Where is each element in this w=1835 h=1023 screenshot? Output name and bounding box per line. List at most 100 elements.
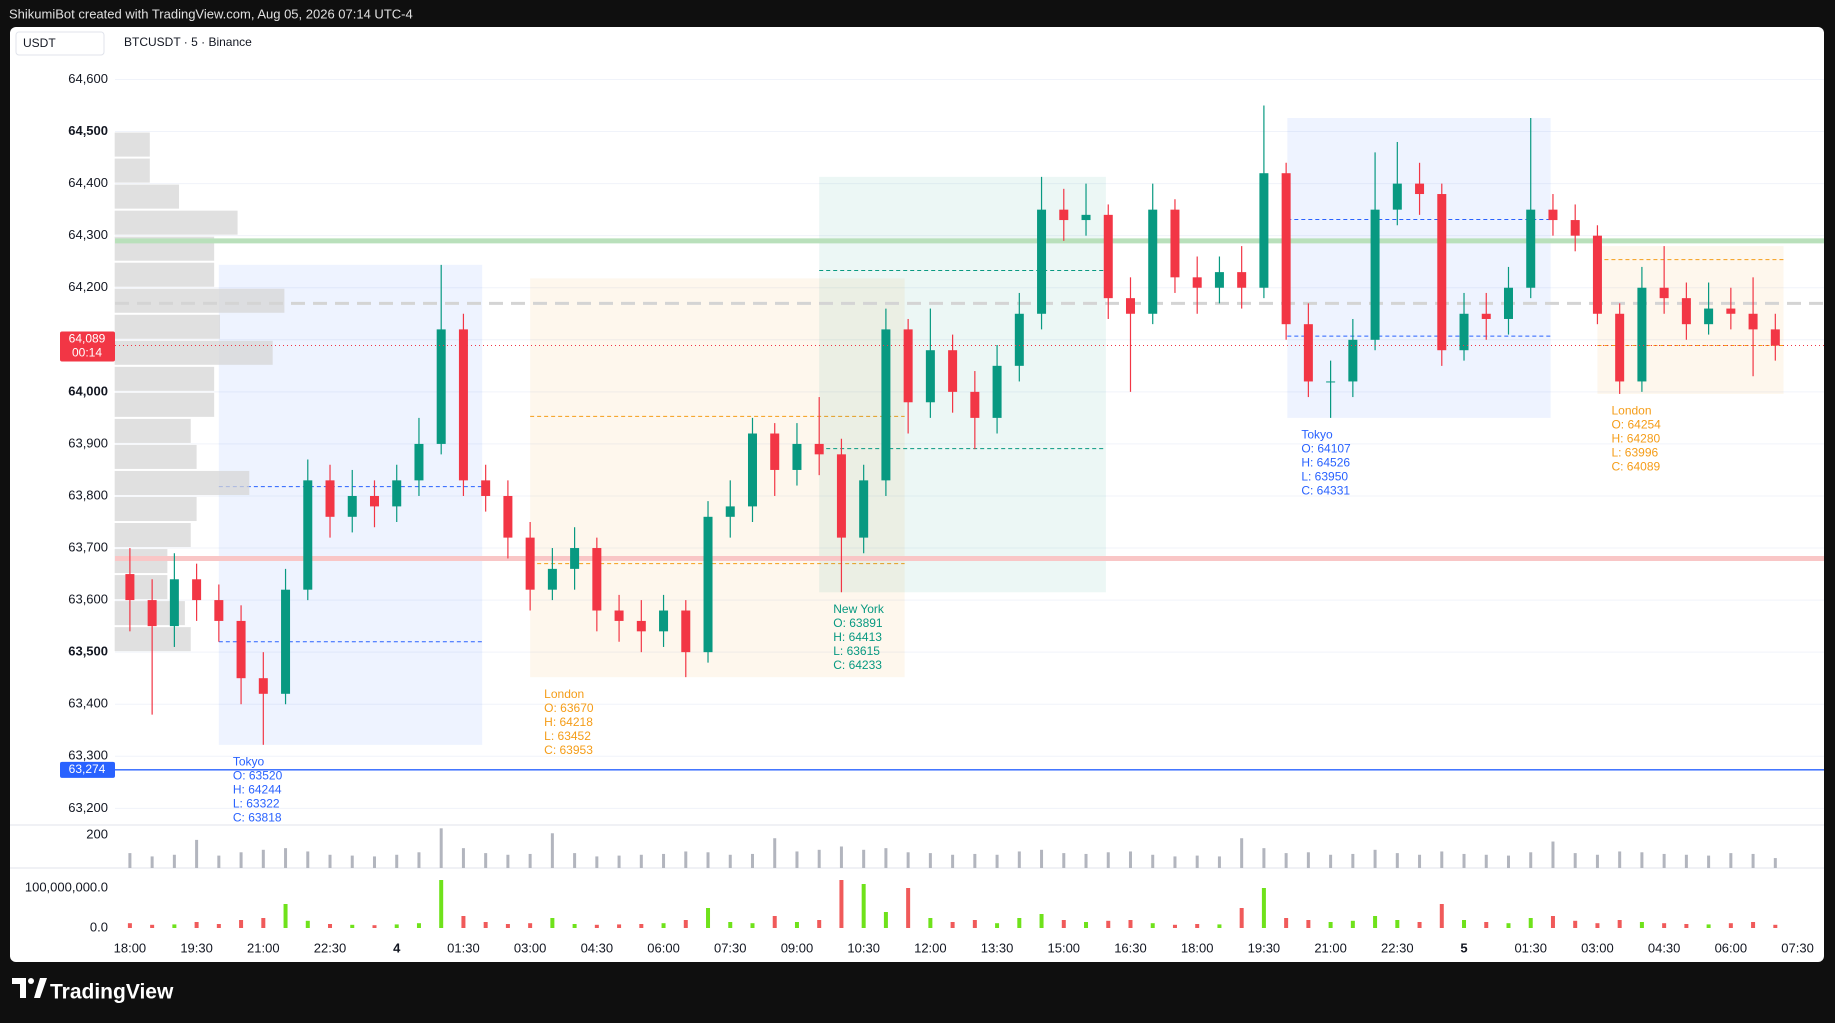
- currency[interactable]: USDT: [23, 36, 56, 50]
- quote-volume-bar: [305, 920, 310, 928]
- x-tick-label: 18:00: [1181, 940, 1214, 955]
- candle-body: [347, 495, 357, 517]
- volume-bar: [1551, 841, 1555, 868]
- y-tick-label: 64,500: [68, 123, 108, 138]
- quote-volume-bar: [416, 923, 421, 928]
- volume-bar: [795, 851, 799, 868]
- candle-body: [903, 329, 913, 403]
- x-tick-label: 07:30: [714, 940, 747, 955]
- quote-volume-tick-label: 100,000,000.0: [25, 879, 108, 894]
- y-tick-label: 63,500: [68, 644, 108, 659]
- quote-volume-bar: [239, 920, 244, 928]
- candle-body: [1437, 194, 1447, 351]
- session-name: New York: [833, 602, 885, 616]
- candle-body: [1037, 209, 1047, 314]
- chart-panel: [10, 27, 1824, 962]
- tradingview-logo: [12, 978, 47, 998]
- volume-bar: [1418, 854, 1422, 868]
- volume-profile-bar: [114, 158, 150, 183]
- volume-bar: [750, 853, 754, 868]
- candle-body: [948, 350, 958, 392]
- y-tick-label: 64,200: [68, 279, 108, 294]
- candle-body: [1259, 173, 1269, 288]
- volume-bar: [728, 854, 732, 868]
- volume-bar: [484, 853, 488, 868]
- volume-bar: [128, 853, 132, 868]
- price-line-tag: [60, 761, 115, 778]
- quote-volume-bar: [1017, 918, 1022, 928]
- volume-bar: [1106, 852, 1110, 868]
- x-tick-label: 19:30: [1248, 940, 1281, 955]
- quote-volume-bar: [1395, 920, 1400, 928]
- x-tick-label: 01:30: [1514, 940, 1547, 955]
- quote-volume-bar: [617, 924, 622, 928]
- volume-bar: [1773, 858, 1777, 868]
- candle-body: [1170, 209, 1180, 278]
- volume-bar: [439, 828, 443, 868]
- candle-body: [369, 495, 379, 507]
- logo-dot: [28, 978, 34, 984]
- session-ohlc: L: 63452: [544, 729, 591, 743]
- volume-bar: [995, 854, 999, 868]
- volume-bar: [261, 849, 265, 868]
- x-tick-label: 06:00: [1715, 940, 1748, 955]
- candle-body: [1214, 272, 1224, 288]
- x-tick-label: 04:30: [581, 940, 614, 955]
- candle-body: [1303, 324, 1313, 382]
- candle-body: [214, 600, 224, 621]
- candle-body: [414, 443, 424, 481]
- candle-body: [659, 610, 669, 632]
- quote-volume-bar: [1039, 914, 1044, 928]
- volume-bar: [550, 833, 554, 868]
- x-tick-label: 4: [393, 940, 401, 955]
- quote-volume-bar: [750, 923, 755, 928]
- volume-bar: [395, 854, 399, 868]
- candle-body: [1348, 339, 1358, 382]
- volume-profile-bar: [114, 288, 285, 313]
- candle-body: [1459, 313, 1469, 351]
- quote-volume-bar: [794, 922, 799, 928]
- volume-profile-bar: [114, 366, 215, 391]
- candle-body: [1615, 313, 1625, 382]
- quote-volume-bar: [1217, 924, 1222, 928]
- y-tick-label: 63,800: [68, 487, 108, 502]
- candle-body: [1370, 209, 1380, 340]
- quote-volume-bar: [706, 908, 711, 928]
- session-ohlc: C: 63953: [544, 743, 593, 757]
- quote-volume-bar: [1662, 923, 1667, 928]
- volume-bar: [1751, 853, 1755, 868]
- currency-box[interactable]: [15, 31, 105, 56]
- candle-body: [1526, 209, 1536, 288]
- quote-volume-bar: [1706, 924, 1711, 928]
- quote-volume-bar: [394, 924, 399, 928]
- candle-body: [1637, 287, 1647, 382]
- quote-volume-bar: [1284, 918, 1289, 928]
- quote-volume-bar: [1417, 922, 1422, 928]
- volume-profile-bar: [114, 262, 215, 287]
- volume-profile-bar: [114, 314, 221, 339]
- quote-volume-bar: [283, 904, 288, 928]
- candle-body: [303, 480, 313, 590]
- volume-bar: [372, 856, 376, 868]
- quote-volume-bar: [172, 924, 177, 928]
- quote-volume-bar: [550, 918, 555, 928]
- quote-volume-bar: [639, 924, 644, 928]
- volume-bar: [1062, 853, 1066, 868]
- session-ohlc: C: 64089: [1611, 460, 1660, 474]
- candle-body: [1748, 313, 1758, 330]
- y-tick-label: 64,600: [68, 71, 108, 86]
- quote-volume-tick-label: 0.0: [90, 919, 108, 934]
- volume-bar: [1662, 853, 1666, 868]
- session-ohlc: H: 64218: [544, 715, 593, 729]
- quote-volume-bar: [1484, 922, 1489, 928]
- quote-volume-bar: [728, 922, 733, 928]
- candle-body: [1326, 381, 1336, 383]
- session-ohlc: H: 64244: [233, 783, 282, 797]
- candle-body: [147, 600, 157, 627]
- quote-volume-bar: [439, 880, 444, 928]
- quote-volume-bar: [1106, 920, 1111, 928]
- candle-body: [681, 610, 691, 653]
- quote-volume-bar: [1350, 920, 1355, 928]
- quote-volume-bar: [1573, 920, 1578, 928]
- candle-body: [525, 537, 535, 590]
